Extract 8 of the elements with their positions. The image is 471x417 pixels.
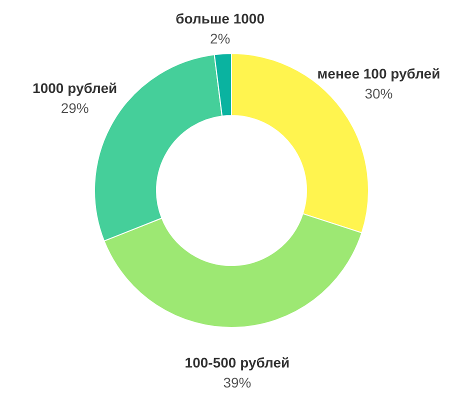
slice-label: 100-500 рублей xyxy=(184,354,290,370)
data-label: 30% xyxy=(364,86,393,102)
slice-label: 1000 рублей xyxy=(32,80,118,96)
slice-label: больше 1000 xyxy=(176,10,265,26)
slice-label: менее 100 рублей xyxy=(317,66,440,82)
data-label: 29% xyxy=(60,100,89,116)
data-label: 39% xyxy=(223,374,252,390)
data-label: 2% xyxy=(210,30,230,46)
